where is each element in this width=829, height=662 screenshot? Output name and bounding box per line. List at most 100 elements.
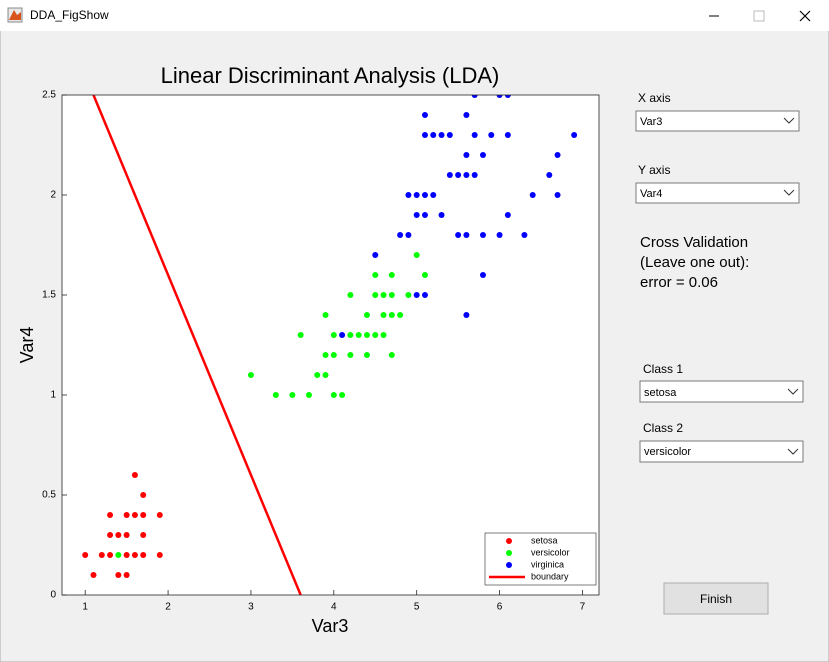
maximize-button[interactable] bbox=[753, 10, 765, 22]
legend-label: virginica bbox=[531, 559, 564, 569]
plot-area bbox=[62, 95, 599, 595]
point bbox=[123, 552, 130, 558]
point bbox=[131, 512, 138, 518]
y-tick-label: 2.5 bbox=[42, 90, 56, 101]
point bbox=[496, 95, 503, 98]
point bbox=[156, 552, 163, 558]
point bbox=[546, 172, 553, 178]
point bbox=[330, 352, 337, 358]
point bbox=[123, 512, 130, 518]
point bbox=[471, 172, 478, 178]
point bbox=[455, 172, 462, 178]
point bbox=[347, 332, 354, 338]
point bbox=[380, 332, 387, 338]
point bbox=[455, 232, 462, 238]
chart-title: Linear Discriminant Analysis (LDA) bbox=[161, 63, 500, 88]
point bbox=[131, 552, 138, 558]
legend-label: versicolor bbox=[531, 547, 570, 557]
x-tick-label: 2 bbox=[165, 602, 171, 613]
y-axis-select-value: Var4 bbox=[640, 188, 662, 200]
point bbox=[347, 292, 354, 298]
finish-button[interactable]: Finish bbox=[663, 582, 769, 615]
point bbox=[421, 212, 428, 218]
point bbox=[330, 392, 337, 398]
point bbox=[405, 192, 412, 198]
x-tick-label: 5 bbox=[414, 602, 420, 613]
point bbox=[479, 272, 486, 278]
x-axis-select[interactable]: Var3 bbox=[635, 110, 800, 132]
point bbox=[463, 232, 470, 238]
point bbox=[107, 552, 114, 558]
point bbox=[397, 232, 404, 238]
point bbox=[388, 312, 395, 318]
point bbox=[339, 332, 346, 338]
boundary-line bbox=[92, 95, 302, 595]
point bbox=[471, 132, 478, 138]
close-button[interactable] bbox=[799, 10, 811, 22]
point bbox=[421, 292, 428, 298]
point bbox=[413, 212, 420, 218]
point bbox=[496, 232, 503, 238]
y-axis-select[interactable]: Var4 bbox=[635, 182, 800, 204]
point bbox=[289, 392, 296, 398]
point bbox=[322, 352, 329, 358]
point bbox=[554, 152, 561, 158]
window-title: DDA_FigShow bbox=[30, 8, 109, 22]
class1-select[interactable]: setosa bbox=[639, 380, 804, 403]
point bbox=[529, 192, 536, 198]
point bbox=[388, 272, 395, 278]
y-tick-label: 0 bbox=[50, 590, 56, 601]
point bbox=[421, 272, 428, 278]
point bbox=[247, 372, 254, 378]
point bbox=[413, 292, 420, 298]
legend-label: setosa bbox=[531, 535, 558, 545]
title-bar bbox=[0, 0, 829, 31]
cv-text: Cross Validation bbox=[640, 234, 748, 251]
point bbox=[90, 572, 97, 578]
class2-select[interactable]: versicolor bbox=[639, 440, 804, 463]
point bbox=[438, 132, 445, 138]
point bbox=[372, 332, 379, 338]
x-axis-caption: X axis bbox=[638, 91, 671, 105]
point bbox=[463, 152, 470, 158]
point bbox=[554, 192, 561, 198]
x-tick-label: 3 bbox=[248, 602, 254, 613]
point bbox=[339, 392, 346, 398]
point bbox=[322, 372, 329, 378]
y-tick-label: 2 bbox=[50, 190, 56, 201]
point bbox=[140, 552, 147, 558]
point bbox=[123, 532, 130, 538]
cv-text: (Leave one out): bbox=[640, 254, 749, 271]
point bbox=[330, 332, 337, 338]
y-tick-label: 1.5 bbox=[42, 290, 56, 301]
point bbox=[405, 292, 412, 298]
point bbox=[430, 132, 437, 138]
legend: setosa versicolor virginica boundary bbox=[484, 532, 597, 586]
point bbox=[504, 212, 511, 218]
legend-swatch bbox=[506, 550, 512, 556]
point bbox=[438, 212, 445, 218]
point bbox=[363, 332, 370, 338]
legend-label: boundary bbox=[531, 571, 569, 581]
legend-swatch bbox=[506, 538, 512, 544]
point bbox=[504, 95, 511, 98]
class2-select-value: versicolor bbox=[644, 446, 691, 458]
point bbox=[355, 332, 362, 338]
point bbox=[347, 352, 354, 358]
point bbox=[463, 112, 470, 118]
class2-caption: Class 2 bbox=[643, 421, 683, 435]
x-tick-label: 6 bbox=[497, 602, 503, 613]
class1-select-value: setosa bbox=[644, 387, 677, 399]
class1-caption: Class 1 bbox=[643, 362, 683, 376]
y-tick-label: 0.5 bbox=[42, 490, 56, 501]
point bbox=[388, 292, 395, 298]
point bbox=[156, 512, 163, 518]
x-tick-label: 7 bbox=[580, 602, 586, 613]
point bbox=[131, 472, 138, 478]
legend-swatch bbox=[506, 562, 512, 568]
point bbox=[82, 552, 89, 558]
point bbox=[413, 252, 420, 258]
point bbox=[115, 572, 122, 578]
point bbox=[421, 112, 428, 118]
point bbox=[421, 132, 428, 138]
